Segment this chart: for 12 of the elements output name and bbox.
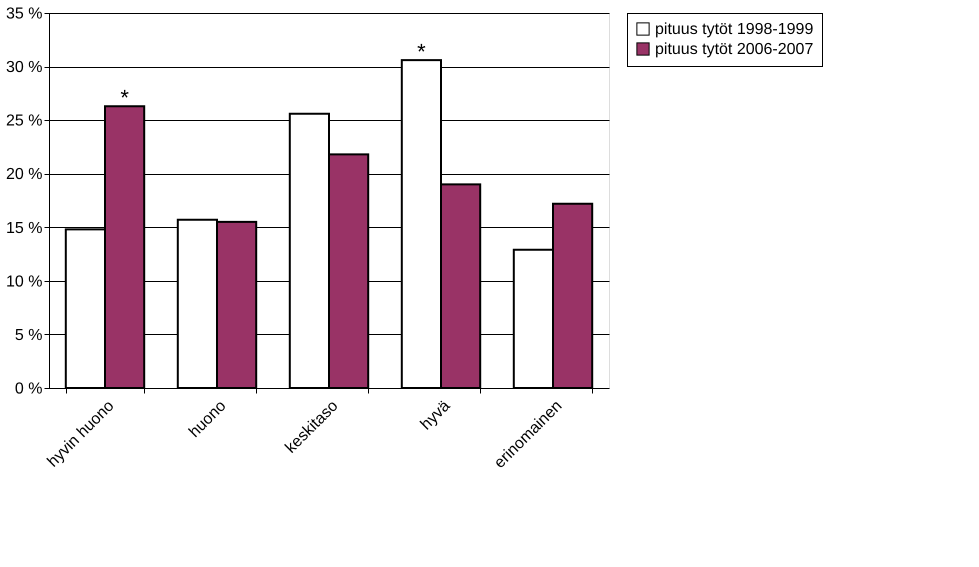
data-label: *	[120, 85, 130, 110]
data-label: *	[417, 39, 426, 64]
y-tick-label: 15 %	[6, 220, 42, 237]
y-tick-label: 35 %	[6, 6, 42, 22]
y-tick-label: 5 %	[14, 326, 42, 344]
y-tick-label: 20 %	[6, 166, 42, 184]
legend-label: pituus tytöt 2006-2007	[655, 41, 814, 58]
y-tick-label: 10 %	[6, 273, 42, 290]
y-tick-label: 25 %	[6, 112, 42, 130]
y-tick-label: 0 %	[14, 380, 42, 398]
legend-label: pituus tytöt 1998-1999	[655, 21, 814, 38]
y-tick-label: 30 %	[6, 59, 42, 76]
